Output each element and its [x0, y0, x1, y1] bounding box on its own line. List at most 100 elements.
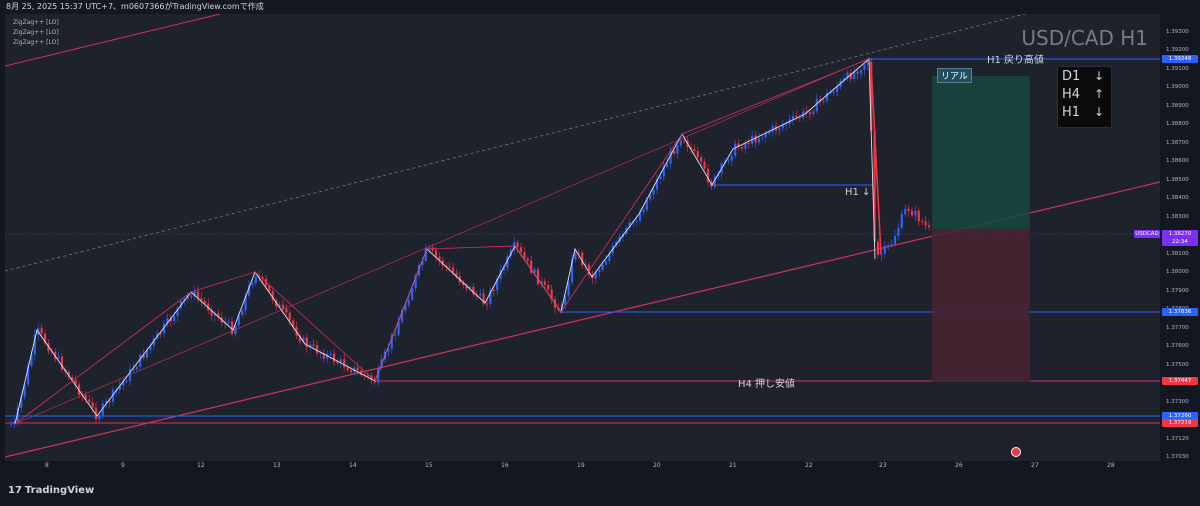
- indicator-item[interactable]: ZigZag++ [LO]: [13, 29, 59, 36]
- low-blue-price-badge: 1.37260: [1162, 412, 1198, 420]
- h1-down-label: H1 ↓: [845, 187, 871, 198]
- down-arrow-icon: ↓: [1094, 105, 1105, 119]
- candle-body: [247, 285, 251, 296]
- candle-body: [897, 228, 900, 236]
- candle-body: [900, 214, 903, 229]
- candle-body: [251, 282, 254, 286]
- candle-body: [638, 212, 642, 221]
- candle-body: [506, 256, 509, 268]
- candle-body: [914, 210, 917, 216]
- candle-body: [604, 261, 608, 265]
- candle-body: [227, 321, 230, 323]
- candle-body: [414, 275, 417, 289]
- candle-body: [60, 356, 64, 370]
- candle-body: [540, 281, 543, 284]
- candle-body: [200, 298, 203, 301]
- candle-body: [880, 253, 883, 255]
- candle-body: [727, 160, 730, 162]
- candle-body: [700, 157, 703, 162]
- candle-body: [424, 247, 427, 262]
- candle-body: [149, 345, 152, 350]
- candle-body: [866, 61, 869, 65]
- candle-body: [203, 300, 206, 304]
- candle-body: [336, 361, 339, 363]
- tradingview-logo[interactable]: 17 TradingView: [8, 485, 94, 496]
- price-tick: 1.37600: [1166, 343, 1189, 350]
- candle-body: [397, 321, 400, 335]
- candle-body: [642, 209, 645, 213]
- price-tick: 1.39300: [1166, 29, 1189, 35]
- candle-body: [193, 291, 196, 297]
- candle-body: [757, 138, 761, 143]
- real-label: リアル: [937, 68, 972, 83]
- candle-body: [689, 146, 693, 150]
- candle-body: [683, 140, 686, 142]
- time-tick: 22: [805, 462, 813, 469]
- indicator-item[interactable]: ZigZag++ [LO]: [13, 19, 59, 26]
- event-marker-icon[interactable]: [1011, 447, 1021, 457]
- candle-body: [645, 199, 648, 210]
- candle-body: [339, 359, 342, 363]
- candle-body: [139, 354, 142, 367]
- chart-pane[interactable]: ZigZag++ [LO] ZigZag++ [LO] ZigZag++ [LO…: [5, 14, 1160, 461]
- candle-body: [747, 143, 750, 145]
- candle-body: [598, 269, 601, 273]
- time-axis[interactable]: 8 9 12 13 14 15 16 19 20 21 22 23 26 27 28: [5, 461, 1160, 473]
- candle-body: [288, 312, 291, 321]
- candle-body: [26, 365, 30, 385]
- price-tick: 1.39100: [1166, 65, 1189, 72]
- candle-body: [166, 318, 169, 324]
- candle-body: [910, 210, 914, 216]
- candle-body: [832, 91, 835, 93]
- price-chart[interactable]: [5, 14, 1160, 461]
- indicator-item[interactable]: ZigZag++ [LO]: [13, 39, 59, 46]
- candle-body: [706, 168, 710, 183]
- candle-body: [71, 377, 74, 380]
- candle-body: [20, 396, 23, 408]
- candle-body: [343, 359, 346, 368]
- time-tick: 12: [197, 462, 205, 469]
- candle-body: [574, 252, 577, 260]
- candle-body: [808, 112, 812, 115]
- candle-body: [550, 289, 553, 300]
- candle-body: [523, 252, 526, 259]
- current-price-badge: 1.38270: [1162, 230, 1198, 238]
- candle-body: [482, 293, 485, 304]
- candle-body: [162, 323, 166, 334]
- time-tick: 28: [1107, 462, 1115, 469]
- candle-body: [268, 285, 271, 292]
- time-tick: 9: [121, 462, 125, 469]
- candle-body: [448, 266, 451, 268]
- price-tick: 1.38700: [1166, 139, 1189, 146]
- candle-body: [441, 260, 444, 266]
- candle-body: [785, 123, 788, 125]
- candle-body: [696, 151, 699, 158]
- time-tick: 15: [425, 462, 433, 469]
- candle-body: [659, 176, 662, 180]
- candle-body: [472, 286, 475, 295]
- price-tick: 1.37120: [1166, 435, 1189, 442]
- candle-body: [387, 348, 390, 352]
- indicator-legend[interactable]: ZigZag++ [LO] ZigZag++ [LO] ZigZag++ [LO…: [13, 18, 59, 48]
- time-tick: 26: [955, 462, 963, 469]
- candle-body: [768, 132, 771, 134]
- candle-body: [499, 270, 502, 279]
- price-axis[interactable]: 1.39300 1.39200 1.39100 1.39000 1.38900 1.388…: [1134, 14, 1200, 461]
- candle-body: [547, 284, 550, 290]
- candle-body: [662, 166, 665, 177]
- candle-body: [142, 354, 145, 358]
- candle-body: [825, 92, 829, 101]
- candle-body: [302, 337, 305, 342]
- candle-body: [241, 310, 244, 315]
- candle-body: [846, 72, 849, 79]
- candle-body: [693, 149, 696, 152]
- candle-body: [213, 313, 217, 316]
- h4-low-price-badge: 1.37447: [1162, 377, 1198, 385]
- candle-body: [111, 389, 115, 402]
- candle-body: [795, 115, 798, 118]
- candle-body: [332, 353, 336, 362]
- candle-body: [145, 349, 149, 358]
- candle-body: [135, 366, 138, 370]
- candle-body: [152, 338, 155, 346]
- upper-red-trendline: [5, 14, 221, 67]
